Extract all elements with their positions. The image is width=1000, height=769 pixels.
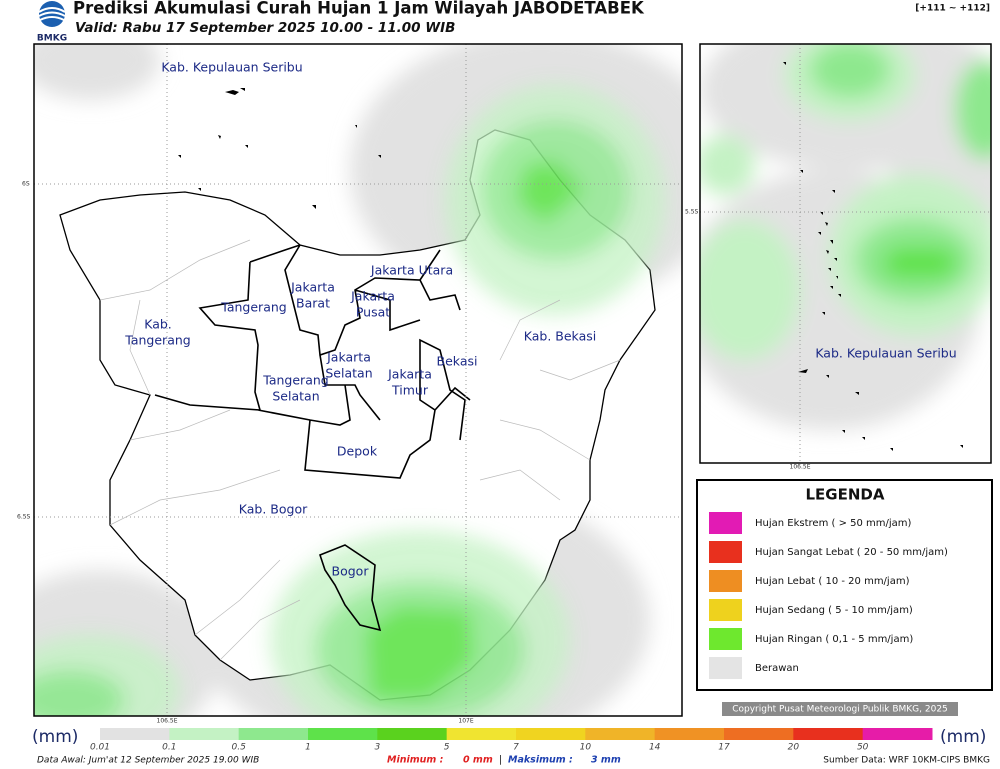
scale-tick-label: 14	[649, 743, 661, 753]
district-lines	[99, 239, 621, 661]
region-label: Jakarta	[387, 367, 432, 382]
legend-label: Hujan Ringan ( 0,1 - 5 mm/jam)	[755, 634, 913, 645]
scale-tick-label: 0.01	[90, 743, 110, 753]
region-label: Bogor	[332, 564, 370, 579]
regency-borders	[154, 244, 471, 632]
legend-title: LEGENDA	[806, 486, 885, 504]
grid-label: 6.5S	[17, 514, 31, 521]
region-label: Barat	[296, 296, 330, 311]
scale-segment	[793, 728, 864, 740]
region-label: Depok	[337, 444, 378, 459]
legend-label: Hujan Ekstrem ( > 50 mm/jam)	[755, 518, 912, 529]
scale-tick-label: 3	[374, 743, 380, 753]
grid-label: 5.5S	[685, 209, 699, 216]
region-label: Jakarta	[350, 289, 395, 304]
legend-label: Hujan Sedang ( 5 - 10 mm/jam)	[755, 605, 913, 616]
logo: BMKG	[37, 1, 67, 44]
legend-box	[696, 479, 993, 691]
scale-tick-label: 7	[513, 743, 519, 753]
region-label: Tangerang	[262, 373, 328, 388]
maximum-label: Maksimum :	[508, 755, 573, 766]
legend-swatch	[709, 628, 742, 650]
grid-label: 107E	[458, 718, 473, 725]
separator: |	[499, 755, 502, 766]
logo-text: BMKG	[37, 34, 67, 44]
scale-segment	[654, 728, 725, 740]
region-label: Tangerang	[124, 333, 190, 348]
data-awal: Data Awal: Jum'at 12 September 2025 19.0…	[37, 756, 259, 766]
main-map-frame	[33, 43, 683, 717]
legend-swatch	[709, 599, 742, 621]
scale-tick-label: 0.1	[162, 743, 176, 753]
region-label: Kab. Kepulauan Seribu	[161, 60, 302, 75]
scale-unit: (mm)	[940, 727, 986, 747]
maximum-value: 3 mm	[591, 755, 621, 766]
region-label: Kab.	[144, 317, 172, 332]
region-label: Selatan	[272, 389, 319, 404]
region-label: Jakarta	[290, 280, 335, 295]
legend-label: Berawan	[755, 663, 799, 674]
scale-tick-label: 5	[444, 743, 450, 753]
region-label: Jakarta	[326, 350, 371, 365]
region-label: Timur	[391, 383, 429, 398]
legend-swatch	[709, 657, 742, 679]
region-label: Kab. Bogor	[239, 502, 308, 517]
scale-segment	[516, 728, 586, 740]
minimum-label: Minimum :	[387, 755, 444, 766]
grid-label: 6S	[22, 181, 30, 188]
legend-swatch	[709, 512, 742, 534]
region-label: Tangerang	[220, 300, 286, 315]
title: Prediksi Akumulasi Curah Hujan 1 Jam Wil…	[73, 0, 645, 18]
scale-segment	[862, 728, 933, 740]
region-label: Kab. Bekasi	[524, 329, 596, 344]
copyright-bar	[722, 702, 958, 716]
grid-label: 106.5E	[790, 464, 811, 471]
main-map: Kab. Kepulauan Seribu Jakarta Utara Jakart…	[34, 44, 682, 716]
scale-segment	[724, 728, 794, 740]
valid-time: Valid: Rabu 17 September 2025 10.00 - 11…	[75, 20, 455, 36]
scale-tick-label: 20	[788, 743, 800, 753]
inset-map: Kab. Kepulauan Seribu	[700, 44, 991, 463]
legend-swatch	[709, 570, 742, 592]
grid-label: 106.5E	[157, 718, 178, 725]
color-scale: 0.01 0.1 0.5 1 3 5 7 10 14 17 20 50	[90, 728, 933, 753]
region-label: Selatan	[325, 366, 372, 381]
scale-tick-label: 17	[718, 743, 730, 753]
legend-swatch	[709, 541, 742, 563]
copyright: Copyright Pusat Meteorologi Publik BMKG,…	[732, 705, 948, 715]
data-source: Sumber Data: WRF 10KM-CIPS BMKG	[823, 756, 990, 766]
scale-tick-label: 1	[305, 743, 311, 753]
legend-label: Hujan Sangat Lebat ( 20 - 50 mm/jam)	[755, 547, 948, 558]
region-label: Bekasi	[437, 354, 478, 369]
region-label: Kab. Kepulauan Seribu	[815, 346, 956, 361]
scale-unit: (mm)	[32, 727, 78, 747]
scale-segment	[446, 728, 517, 740]
legend-items: Hujan Ekstrem ( > 50 mm/jam) Hujan Sangat…	[709, 512, 948, 679]
scale-tick-label: 10	[580, 743, 592, 753]
scale-segment	[585, 728, 656, 740]
region-label: Jakarta Utara	[370, 263, 453, 278]
scale-segment	[100, 728, 170, 740]
scale-segment	[238, 728, 309, 740]
scale-tick-label: 50	[857, 743, 869, 753]
inset-frame	[699, 43, 992, 464]
region-label: Pusat	[356, 305, 390, 320]
scale-segment	[169, 728, 240, 740]
forecast-range: [+111 ~ +112]	[915, 4, 990, 14]
minimum-value: 0 mm	[463, 755, 493, 766]
rain-areas	[34, 85, 665, 716]
legend-label: Hujan Lebat ( 10 - 20 mm/jam)	[755, 576, 910, 587]
scale-segment	[308, 728, 378, 740]
scale-tick-label: 0.5	[232, 743, 247, 753]
region-labels: Kab. Kepulauan Seribu Jakarta Utara Jakart…	[124, 60, 596, 579]
scale-segment	[377, 728, 448, 740]
